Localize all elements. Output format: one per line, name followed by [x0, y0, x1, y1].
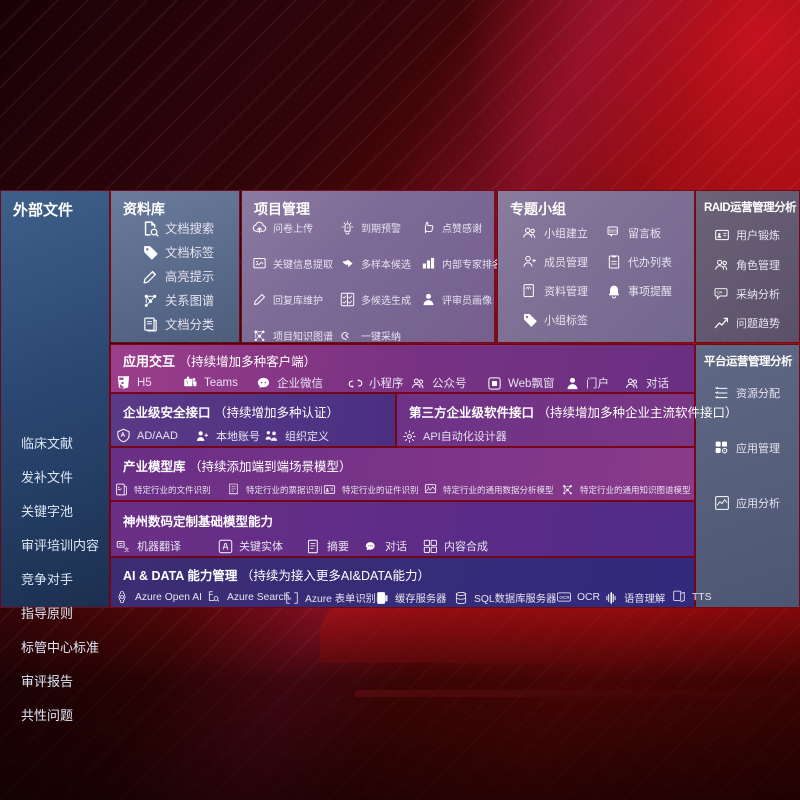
svg-text:T: T [186, 381, 189, 386]
svg-text:OCR: OCR [559, 595, 570, 600]
svg-text:QA: QA [717, 290, 723, 295]
svg-text:文: 文 [124, 546, 129, 553]
svg-text:e: e [289, 595, 292, 600]
svg-text:BBS: BBS [609, 229, 618, 234]
